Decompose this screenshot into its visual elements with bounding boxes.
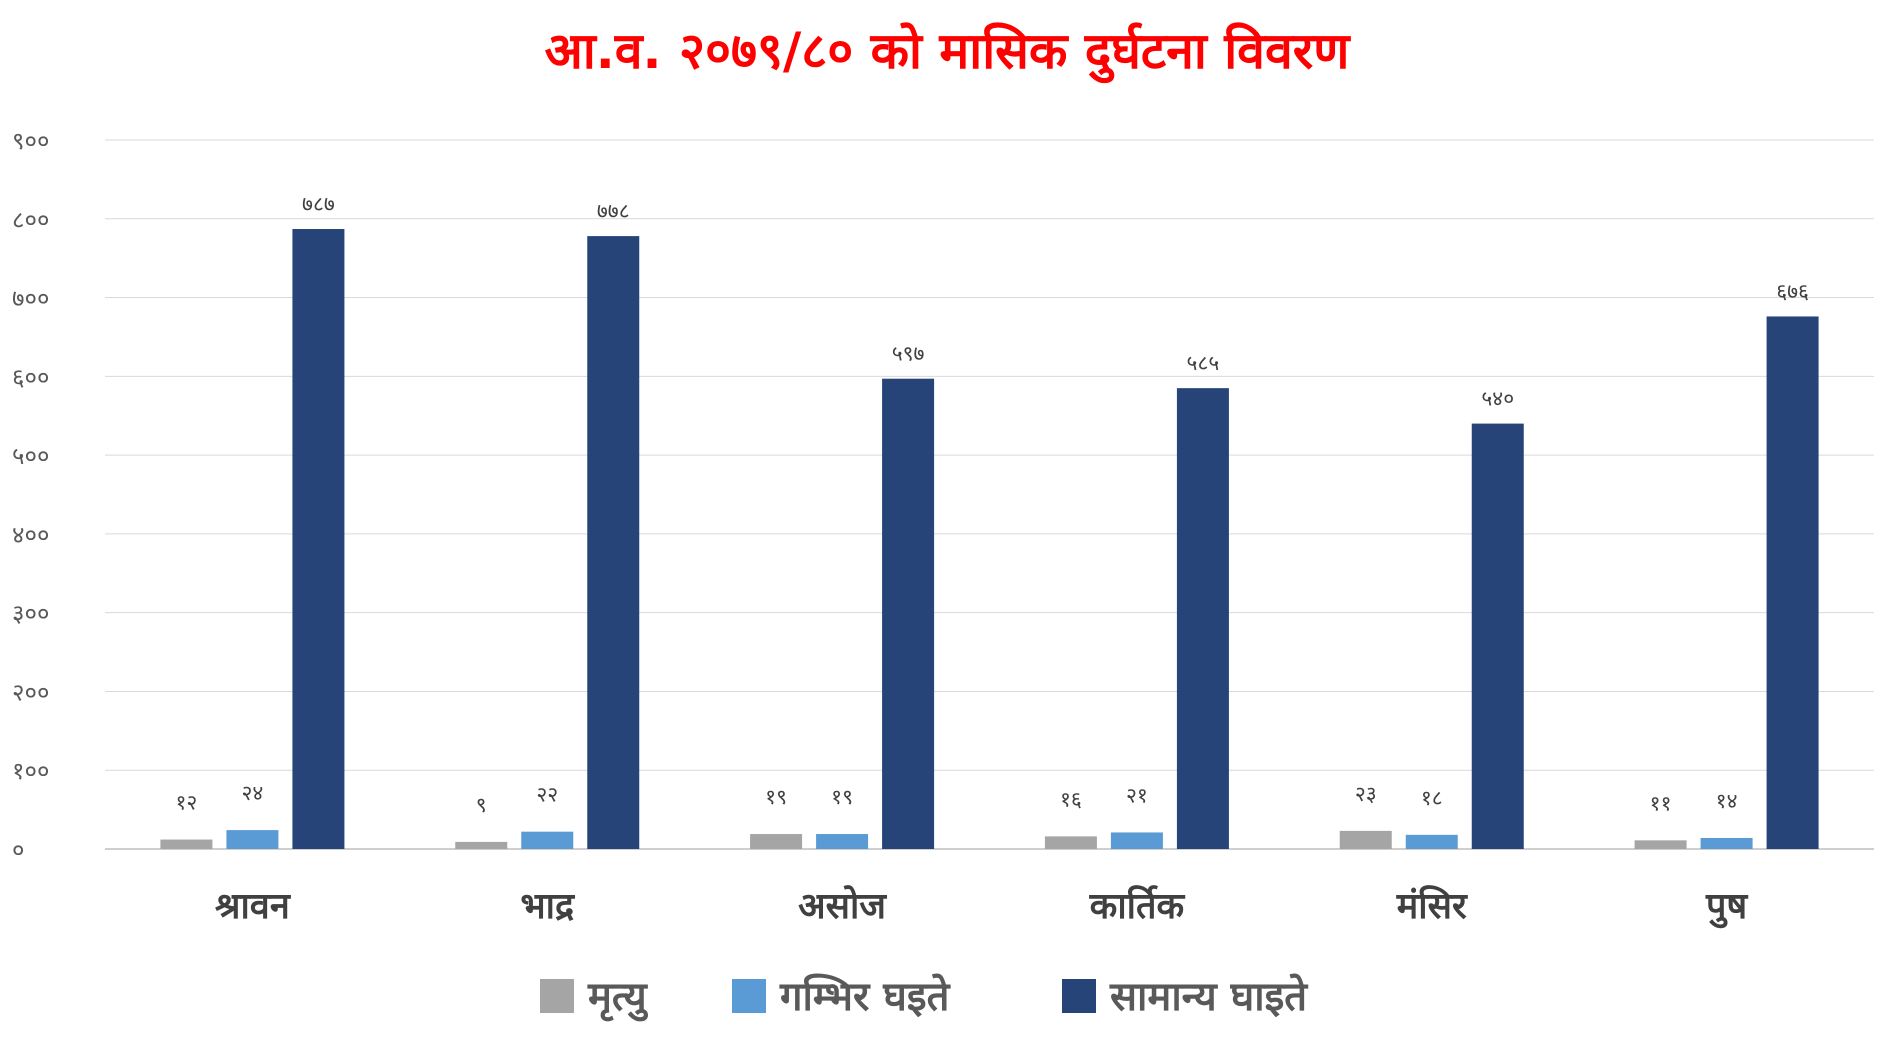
- bars: [160, 229, 1819, 849]
- bar: [455, 841, 508, 849]
- bar: [882, 378, 935, 849]
- x-tick-label: पुष: [1705, 886, 1748, 929]
- bar: [1339, 830, 1392, 849]
- data-labels: १२ २४ ७८७ ९ २२ ७७८ १९ १९ ५९७ १६ २१ ५८५ २३ १८ ५४० ११ १४ ६७…: [175, 192, 1808, 817]
- y-tick-label: ०: [12, 836, 24, 864]
- bar: [1766, 316, 1819, 849]
- y-tick-label: ७००: [12, 285, 49, 313]
- bar: [1110, 832, 1163, 849]
- bar: [1700, 837, 1753, 849]
- data-label: २३: [1355, 782, 1377, 806]
- legend-swatch: [732, 979, 766, 1013]
- y-tick-label: ९००: [12, 127, 49, 155]
- data-label: २१: [1126, 783, 1148, 807]
- y-axis-ticks: ० १०० २०० ३०० ४०० ५०० ६०० ७०० ८०० ९००: [12, 127, 49, 864]
- bar: [292, 229, 345, 849]
- y-tick-label: ५००: [12, 442, 49, 470]
- data-label: ७७८: [597, 199, 630, 223]
- y-tick-label: १००: [12, 757, 49, 785]
- bar: [816, 834, 869, 849]
- bar: [1471, 423, 1524, 849]
- bar: [1634, 840, 1687, 849]
- x-tick-label: भाद्र: [520, 886, 576, 927]
- legend: मृत्यु गम्भिर घइते सामान्य घाइते: [540, 973, 1308, 1022]
- bar: [226, 830, 279, 849]
- data-label: ११: [1650, 791, 1672, 815]
- legend-label: गम्भिर घइते: [779, 973, 951, 1020]
- data-label: १४: [1716, 789, 1738, 813]
- data-label: ७८७: [302, 192, 335, 216]
- data-label: २४: [241, 781, 263, 805]
- data-label: १२: [175, 791, 197, 815]
- y-tick-label: ४००: [12, 521, 49, 549]
- data-label: १६: [1060, 787, 1082, 811]
- data-label: ६७६: [1776, 279, 1809, 303]
- x-tick-label: असोज: [798, 885, 887, 927]
- bar: [1044, 836, 1097, 849]
- bar: [750, 834, 803, 849]
- data-label: २२: [536, 783, 558, 807]
- x-tick-label: श्रावन: [215, 886, 292, 927]
- x-tick-label: मंसिर: [1396, 885, 1468, 927]
- data-label: ५८५: [1187, 351, 1220, 375]
- legend-label: सामान्य घाइते: [1109, 973, 1308, 1020]
- data-label: ५९७: [892, 342, 925, 366]
- y-tick-label: २००: [12, 678, 49, 706]
- bar: [587, 236, 640, 849]
- chart-title: आ.व. २०७९/८० को मासिक दुर्घटना विवरण: [545, 22, 1352, 84]
- bar: [521, 831, 574, 849]
- legend-swatch: [540, 979, 574, 1013]
- y-tick-label: ३००: [12, 600, 49, 628]
- x-tick-label: कार्तिक: [1089, 885, 1186, 927]
- legend-label: मृत्यु: [587, 974, 649, 1022]
- legend-swatch: [1062, 979, 1096, 1013]
- data-label: १९: [765, 785, 787, 809]
- gridlines: [105, 139, 1874, 850]
- bar: [160, 839, 213, 849]
- data-label: १८: [1421, 786, 1443, 810]
- data-label: १९: [831, 785, 853, 809]
- bar: [1405, 834, 1458, 849]
- data-label: ५४०: [1481, 387, 1514, 411]
- y-tick-label: ६००: [12, 363, 49, 391]
- bar: [1176, 388, 1229, 849]
- y-tick-label: ८००: [12, 206, 49, 234]
- x-axis-ticks: श्रावन भाद्र असोज कार्तिक मंसिर पुष: [215, 885, 1748, 929]
- data-label: ९: [476, 793, 487, 817]
